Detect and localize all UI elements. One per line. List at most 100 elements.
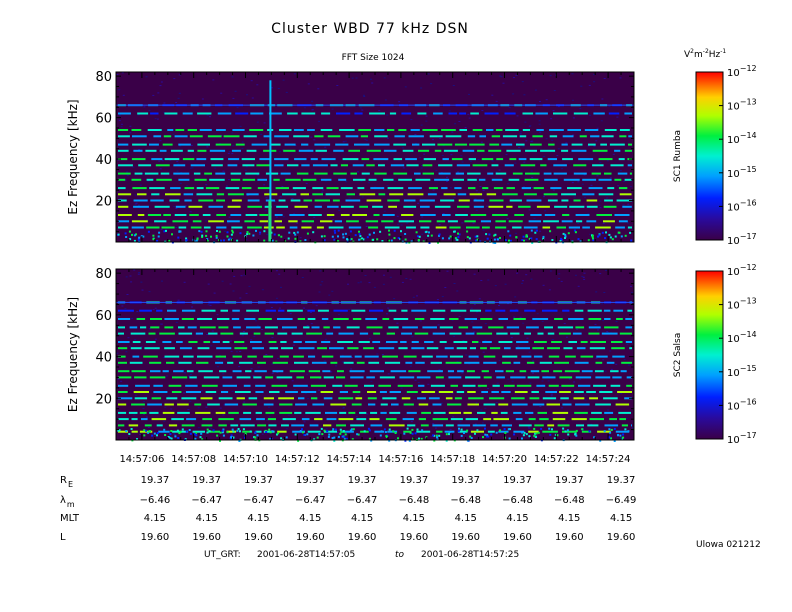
x-tick-labels: 14:57:06 14:57:08 14:57:10 14:57:12 14:57:14… — [119, 454, 630, 465]
ephemeris-value: −6.48 — [399, 495, 430, 506]
ephemeris-value: 19.37 — [451, 475, 480, 486]
x-tick-label: 14:57:18 — [430, 454, 475, 465]
harmonic-line — [118, 112, 632, 115]
x-tick-label: 14:57:24 — [586, 454, 631, 465]
colorbar-tick-label: 10−13 — [727, 98, 757, 113]
harmonic-line — [118, 376, 632, 379]
colorbar-tick-label: 10−17 — [727, 431, 757, 446]
harmonic-line — [118, 309, 632, 312]
colorbar-units: V2m-2Hz-1 — [684, 48, 726, 60]
ephemeris-value: 19.60 — [451, 532, 480, 543]
y-tick-label: 40 — [95, 351, 112, 366]
harmonic-line — [118, 143, 632, 146]
broadband-spike — [269, 80, 272, 242]
ephemeris-value: 19.37 — [607, 475, 636, 486]
spectrogram-background — [116, 72, 634, 242]
x-tick-label: 14:57:06 — [119, 454, 164, 465]
ephemeris-value: 19.60 — [607, 532, 636, 543]
ephemeris-value: −6.48 — [450, 495, 481, 506]
ephemeris-value: 4.15 — [455, 513, 477, 524]
spectrogram-panel-sc2: 80 60 40 20 Ez Frequency [kHz] 10−12 10−13 10−1… — [66, 263, 757, 446]
colorbar-tick-label: 10−16 — [727, 397, 757, 412]
harmonic-line — [118, 384, 632, 387]
colorbar-label: SC2 Salsa — [673, 333, 683, 378]
x-tick-label: 14:57:08 — [171, 454, 216, 465]
harmonic-line — [118, 158, 632, 161]
y-tick-label: 80 — [95, 267, 112, 282]
ut-to: to — [395, 550, 405, 560]
x-tick-label: 14:57:22 — [534, 454, 579, 465]
y-axis-label: Ez Frequency [kHz] — [66, 297, 80, 412]
ephemeris-value: −6.48 — [502, 495, 533, 506]
ephemeris-value: −6.47 — [191, 495, 222, 506]
ephemeris-value: −6.49 — [606, 495, 637, 506]
ephemeris-value: 19.60 — [296, 532, 325, 543]
ephemeris-value: 4.15 — [506, 513, 528, 524]
colorbar-tick-label: 10−17 — [727, 232, 757, 247]
ephemeris-value: −6.47 — [295, 495, 326, 506]
x-tick-label: 14:57:16 — [378, 454, 423, 465]
harmonic-line — [118, 187, 628, 190]
ut-line: UT_GRT: 2001-06-28T14:57:05 to 2001-06-2… — [204, 550, 519, 560]
harmonic-line — [118, 411, 631, 414]
ut-end: 2001-06-28T14:57:25 — [421, 550, 519, 560]
ephemeris-value: −6.47 — [243, 495, 274, 506]
harmonic-line — [118, 149, 632, 152]
ephemeris-value: 4.15 — [351, 513, 373, 524]
colorbar-tick-label: 10−12 — [727, 263, 757, 278]
ephemeris-value: 4.15 — [558, 513, 580, 524]
harmonic-line — [118, 332, 632, 335]
y-axis-label: Ez Frequency [kHz] — [66, 99, 80, 214]
colorbar-tick-label: 10−15 — [727, 165, 757, 180]
ephemeris-row-label: L — [60, 532, 66, 543]
ephemeris-value: 4.15 — [403, 513, 425, 524]
ephemeris-value: 19.60 — [141, 532, 170, 543]
harmonic-line — [118, 172, 632, 175]
ephemeris-value: 19.60 — [244, 532, 273, 543]
colorbar-tick-label: 10−14 — [727, 330, 757, 345]
credit-label: Ulowa 021212 — [696, 540, 761, 550]
harmonic-line — [118, 391, 632, 393]
harmonic-line — [118, 355, 625, 358]
harmonic-line — [118, 135, 632, 138]
ut-start: 2001-06-28T14:57:05 — [257, 550, 355, 560]
ephemeris-value: 4.15 — [299, 513, 321, 524]
harmonic-line — [118, 370, 627, 373]
harmonic-line — [118, 318, 632, 320]
ephemeris-value: 19.37 — [141, 475, 170, 486]
ephemeris-value: 19.60 — [555, 532, 584, 543]
harmonic-line — [118, 403, 630, 406]
ephemeris-value: 19.60 — [400, 532, 429, 543]
colorbar-tick-label: 10−15 — [727, 364, 757, 379]
spectrogram-background — [116, 269, 634, 440]
harmonic-line — [118, 226, 632, 229]
ephemeris-table: RE 19.37 19.37 19.37 19.37 19.37 19.37 19.37 19.… — [60, 475, 636, 543]
chart-subtitle: FFT Size 1024 — [342, 53, 405, 63]
ephemeris-value: 19.37 — [503, 475, 532, 486]
harmonic-line — [118, 214, 630, 216]
ephemeris-value: 19.37 — [400, 475, 429, 486]
harmonic-line — [118, 164, 632, 167]
ephemeris-value: 19.60 — [503, 532, 532, 543]
colorbar-tick-label: 10−13 — [727, 297, 757, 312]
ephemeris-value: 19.37 — [192, 475, 221, 486]
ephemeris-value: −6.47 — [347, 495, 378, 506]
colorbar — [695, 71, 724, 241]
y-tick-label: 60 — [95, 112, 112, 127]
y-tick-label: 20 — [95, 195, 112, 210]
ephemeris-value: 19.37 — [244, 475, 273, 486]
ephemeris-value: 19.37 — [296, 475, 325, 486]
broadband-spike-core — [268, 200, 272, 243]
ephemeris-value: 19.60 — [192, 532, 221, 543]
y-tick-label: 40 — [95, 153, 112, 168]
chart-title: Cluster WBD 77 kHz DSN — [271, 21, 469, 37]
harmonic-line — [118, 347, 632, 350]
ephemeris-value: 19.60 — [348, 532, 377, 543]
colorbar-label: SC1 Rumba — [673, 130, 683, 182]
ephemeris-value: 19.37 — [348, 475, 377, 486]
ephemeris-value: −6.46 — [140, 495, 171, 506]
harmonic-line — [118, 326, 632, 329]
y-tick-label: 80 — [95, 70, 112, 85]
ephemeris-row-label: RE — [60, 475, 73, 489]
